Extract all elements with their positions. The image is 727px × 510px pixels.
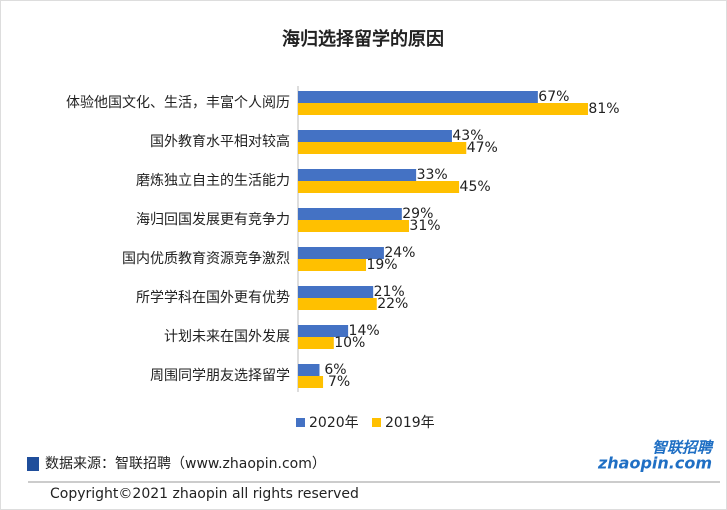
bar [298,325,349,337]
category-label: 周围同学朋友选择留学 [150,368,290,384]
bar [298,103,588,115]
source: 数据来源：智联招聘（www.zhaopin.com） [45,456,326,472]
legend-label: 2020年 [309,415,359,431]
chart-title: 海归选择留学的原因 [282,28,444,50]
category-label: 所学学科在国外更有优势 [136,290,290,306]
value-label: 81% [588,101,619,117]
bar [298,142,467,154]
value-label: 10% [334,335,365,351]
logo-en: zhaopin.com [597,454,712,473]
bar [298,169,417,181]
category-label: 体验他国文化、生活，丰富个人阅历 [66,94,290,111]
value-label: 43% [452,128,483,144]
legend-label: 2019年 [385,415,435,431]
bar [298,376,324,388]
value-label: 21% [374,284,405,300]
value-label: 24% [384,245,415,261]
bar [298,247,384,259]
value-label: 47% [467,140,498,156]
logo-cn: 智联招聘 [652,439,714,457]
bar [298,181,460,193]
bar [298,130,452,142]
copyright: Copyright©2021 zhaopin all rights reserv… [50,486,359,502]
bar [298,208,402,220]
value-label: 29% [402,206,433,222]
category-label: 海归回国发展更有竞争力 [136,211,290,228]
category-label: 国外教育水平相对较高 [150,133,290,150]
value-label: 22% [377,296,408,312]
category-label: 计划未来在国外发展 [164,329,290,345]
category-label: 国内优质教育资源竞争激烈 [122,250,290,267]
bar [298,286,374,298]
value-label: 14% [349,323,380,339]
bar [298,298,377,310]
value-label: 67% [538,89,569,105]
legend-swatch [372,418,381,427]
value-label: 31% [409,218,440,234]
category-label: 磨炼独立自主的生活能力 [136,173,290,189]
value-label: 6% [324,362,346,378]
bar [298,364,320,376]
value-label: 45% [460,179,491,195]
source-marker [27,457,39,471]
bar [298,220,409,232]
bar [298,337,334,349]
legend-swatch [296,418,305,427]
value-label: 19% [366,257,397,273]
bar [298,259,367,271]
bar [298,91,538,103]
value-label: 7% [328,374,350,390]
value-label: 33% [417,167,448,183]
